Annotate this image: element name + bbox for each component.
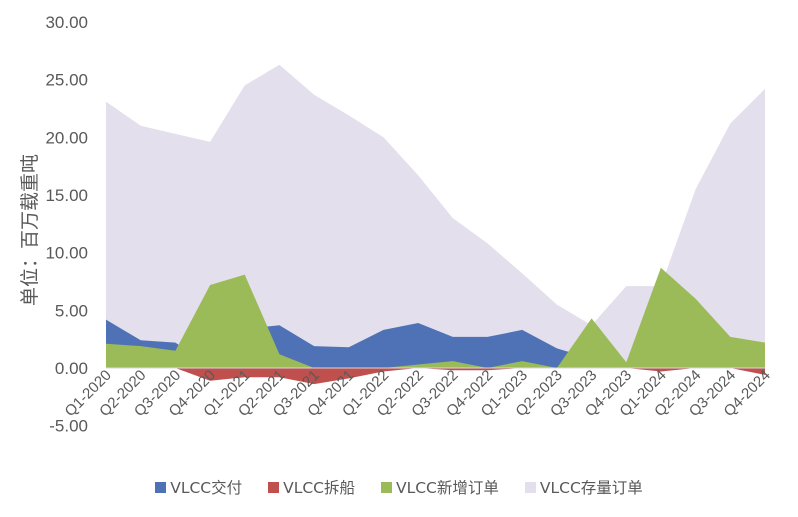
series-area-3 [106, 368, 765, 385]
y-tick-label: 0.00 [55, 359, 88, 378]
legend-item-orderbook: VLCC存量订单 [524, 476, 643, 498]
legend: VLCC交付 VLCC拆船 VLCC新增订单 VLCC存量订单 [0, 476, 798, 498]
y-tick-label: 15.00 [45, 186, 88, 205]
legend-label: VLCC拆船 [283, 479, 355, 497]
y-axis-label: 单位：百万载重吨 [19, 154, 41, 306]
y-tick-label: 10.00 [45, 244, 88, 263]
legend-swatch [155, 481, 167, 493]
y-tick-label: 25.00 [45, 71, 88, 90]
y-tick-label: -5.00 [49, 417, 88, 436]
y-tick-label: 30.00 [45, 13, 88, 32]
legend-label: VLCC存量订单 [539, 479, 643, 497]
series-area-0 [106, 64, 765, 368]
y-tick-label: 5.00 [55, 301, 88, 320]
legend-label: VLCC新增订单 [396, 479, 499, 497]
legend-swatch [381, 481, 392, 493]
legend-label: VLCC交付 [170, 479, 243, 497]
legend-item-delivery: VLCC交付 [155, 476, 242, 498]
legend-item-scrapping: VLCC拆船 [268, 476, 355, 498]
y-tick-label: 20.00 [45, 128, 88, 147]
legend-item-new-orders: VLCC新增订单 [381, 476, 499, 498]
legend-swatch [268, 481, 280, 493]
legend-swatch [524, 481, 536, 493]
series-area-2 [106, 267, 765, 368]
